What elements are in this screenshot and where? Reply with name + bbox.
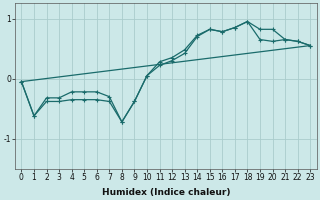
X-axis label: Humidex (Indice chaleur): Humidex (Indice chaleur): [101, 188, 230, 197]
